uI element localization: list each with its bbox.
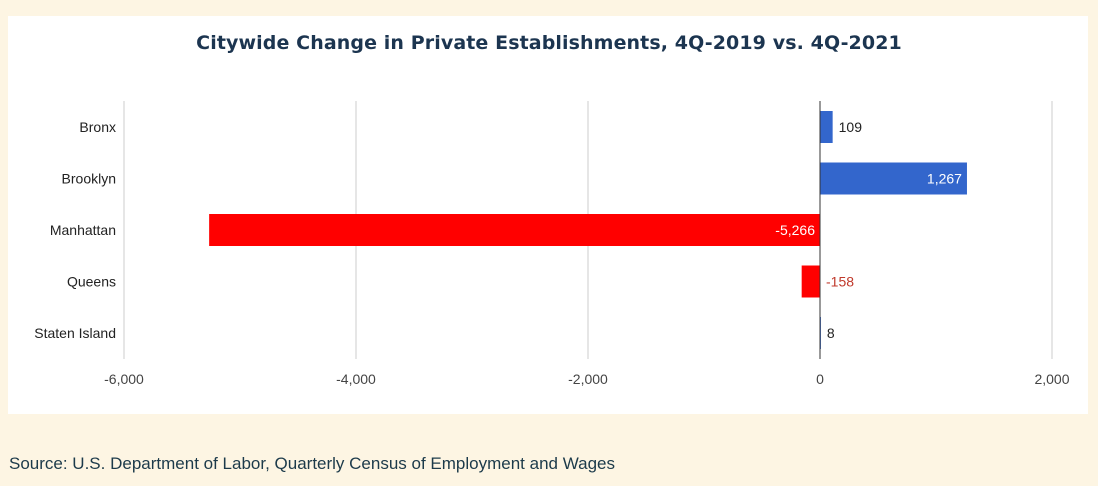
x-tick-label: -6,000: [104, 371, 144, 387]
category-label: Staten Island: [34, 325, 116, 341]
source-note: Source: U.S. Department of Labor, Quarte…: [9, 454, 615, 473]
x-tick-label: 2,000: [1034, 371, 1069, 387]
x-tick-label: -4,000: [336, 371, 376, 387]
bar: [820, 162, 967, 195]
data-label: 8: [827, 325, 835, 341]
category-label: Brooklyn: [62, 171, 116, 187]
category-label: Manhattan: [50, 222, 116, 238]
data-label: 1,267: [927, 171, 962, 187]
x-tick-label: -2,000: [568, 371, 608, 387]
x-tick-label: 0: [816, 371, 824, 387]
bar: [820, 111, 833, 143]
data-label: 109: [839, 119, 863, 135]
data-label: -5,266: [775, 222, 815, 238]
chart-title: Citywide Change in Private Establishment…: [196, 32, 902, 54]
category-label: Bronx: [79, 119, 116, 135]
bar: [209, 214, 821, 246]
data-label: -158: [826, 274, 854, 290]
bar: [801, 265, 820, 298]
category-label: Queens: [67, 274, 116, 290]
bar-chart: -6,000 -4,000 -2,000 0 2,000 Bronx 109 Brooklyn…: [34, 101, 1070, 387]
